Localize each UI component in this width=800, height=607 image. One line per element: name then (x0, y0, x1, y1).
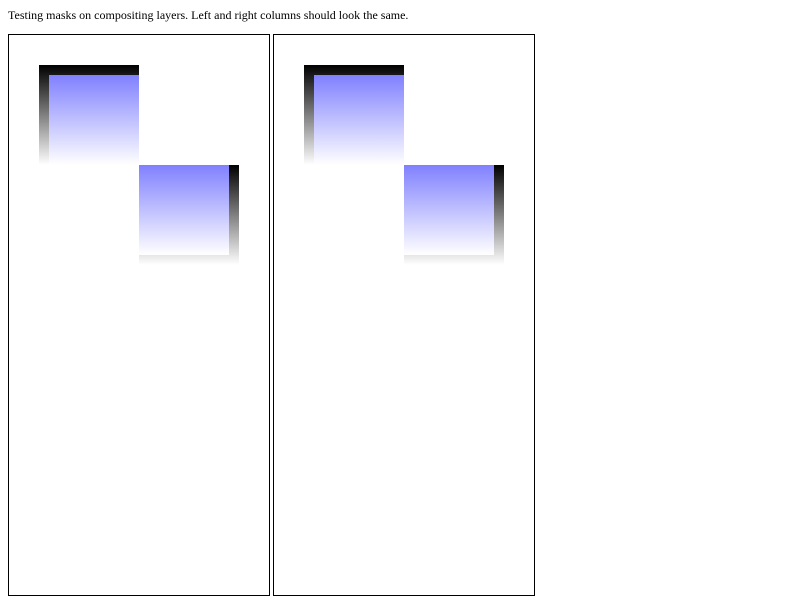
gradient-layer-bottom (404, 165, 494, 255)
right-column (273, 34, 535, 596)
masked-box-bottom (404, 165, 504, 265)
gradient-layer-top (314, 75, 404, 165)
masked-box-bottom (139, 165, 239, 265)
gradient-layer-bottom (139, 165, 229, 255)
masked-box-top (304, 65, 404, 165)
left-column (8, 34, 270, 596)
gradient-layer-top (49, 75, 139, 165)
test-description: Testing masks on compositing layers. Lef… (8, 7, 408, 23)
masked-box-top (39, 65, 139, 165)
